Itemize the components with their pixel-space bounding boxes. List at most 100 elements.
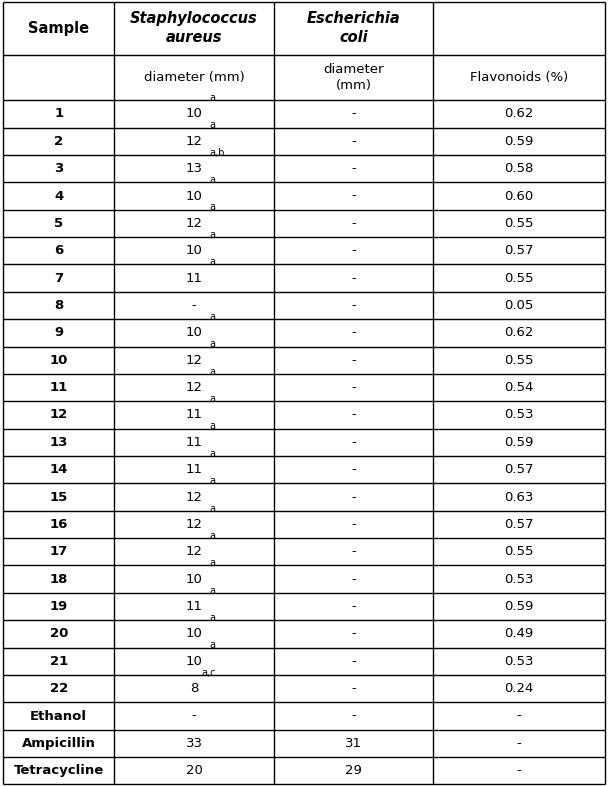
Text: 0.05: 0.05 [505, 299, 534, 312]
Text: -: - [351, 518, 356, 531]
Text: a: a [209, 257, 215, 267]
Text: -: - [351, 600, 356, 613]
Text: Flavonoids (%): Flavonoids (%) [470, 71, 568, 84]
Text: 12: 12 [50, 409, 68, 421]
Text: 11: 11 [185, 409, 202, 421]
Text: a,b: a,b [209, 148, 225, 158]
Text: 12: 12 [185, 518, 202, 531]
Text: Escherichia
coli: Escherichia coli [307, 11, 401, 45]
Text: a: a [209, 586, 215, 596]
Text: -: - [351, 162, 356, 175]
Text: a: a [209, 613, 215, 623]
Text: -: - [351, 272, 356, 285]
Text: -: - [351, 490, 356, 504]
Text: a: a [209, 93, 215, 103]
Text: 12: 12 [185, 134, 202, 148]
Text: 10: 10 [185, 189, 202, 203]
Text: 5: 5 [54, 217, 63, 230]
Text: -: - [517, 737, 522, 750]
Text: -: - [351, 326, 356, 340]
Text: 10: 10 [185, 573, 202, 586]
Text: 8: 8 [190, 682, 198, 695]
Text: 12: 12 [185, 381, 202, 394]
Text: 31: 31 [345, 737, 362, 750]
Text: 0.55: 0.55 [505, 354, 534, 367]
Text: -: - [351, 545, 356, 558]
Text: -: - [351, 108, 356, 120]
Text: 10: 10 [185, 244, 202, 257]
Text: Ampicillin: Ampicillin [22, 737, 95, 750]
Text: -: - [351, 189, 356, 203]
Text: -: - [517, 710, 522, 722]
Text: 13: 13 [185, 162, 202, 175]
Text: a: a [209, 476, 215, 487]
Text: 0.57: 0.57 [505, 244, 534, 257]
Text: 21: 21 [50, 655, 68, 668]
Text: 0.55: 0.55 [505, 272, 534, 285]
Text: -: - [351, 627, 356, 641]
Text: 0.49: 0.49 [505, 627, 534, 641]
Text: a,c: a,c [202, 668, 216, 678]
Text: -: - [351, 573, 356, 586]
Text: -: - [517, 764, 522, 777]
Text: 15: 15 [50, 490, 68, 504]
Text: 2: 2 [54, 134, 63, 148]
Text: 14: 14 [49, 463, 68, 476]
Text: 11: 11 [185, 463, 202, 476]
Text: 7: 7 [54, 272, 63, 285]
Text: 22: 22 [50, 682, 68, 695]
Text: 0.55: 0.55 [505, 217, 534, 230]
Text: 1: 1 [54, 108, 63, 120]
Text: 0.60: 0.60 [505, 189, 534, 203]
Text: 0.59: 0.59 [505, 435, 534, 449]
Text: Sample: Sample [28, 20, 89, 35]
Text: 10: 10 [185, 627, 202, 641]
Text: 0.62: 0.62 [505, 108, 534, 120]
Text: 0.24: 0.24 [505, 682, 534, 695]
Text: a: a [209, 504, 215, 513]
Text: a: a [209, 203, 215, 212]
Text: 0.53: 0.53 [505, 655, 534, 668]
Text: a: a [209, 531, 215, 541]
Text: 8: 8 [54, 299, 63, 312]
Text: 29: 29 [345, 764, 362, 777]
Text: Ethanol: Ethanol [30, 710, 87, 722]
Text: 12: 12 [185, 354, 202, 367]
Text: 12: 12 [185, 545, 202, 558]
Text: 11: 11 [185, 435, 202, 449]
Text: a: a [209, 394, 215, 404]
Text: -: - [192, 710, 196, 722]
Text: 20: 20 [185, 764, 202, 777]
Text: 11: 11 [185, 600, 202, 613]
Text: 11: 11 [50, 381, 68, 394]
Text: -: - [351, 299, 356, 312]
Text: 6: 6 [54, 244, 63, 257]
Text: 10: 10 [185, 326, 202, 340]
Text: 13: 13 [49, 435, 68, 449]
Text: a: a [209, 449, 215, 459]
Text: 12: 12 [185, 217, 202, 230]
Text: a: a [209, 120, 215, 130]
Text: a: a [209, 421, 215, 432]
Text: 10: 10 [49, 354, 68, 367]
Text: diameter
(mm): diameter (mm) [323, 63, 384, 92]
Text: 19: 19 [50, 600, 68, 613]
Text: 0.57: 0.57 [505, 518, 534, 531]
Text: 0.55: 0.55 [505, 545, 534, 558]
Text: -: - [351, 217, 356, 230]
Text: 0.59: 0.59 [505, 134, 534, 148]
Text: 0.53: 0.53 [505, 573, 534, 586]
Text: 4: 4 [54, 189, 63, 203]
Text: -: - [351, 655, 356, 668]
Text: diameter (mm): diameter (mm) [143, 71, 244, 84]
Text: Staphylococcus
aureus: Staphylococcus aureus [130, 11, 258, 45]
Text: -: - [351, 435, 356, 449]
Text: -: - [351, 354, 356, 367]
Text: a: a [209, 230, 215, 240]
Text: 0.58: 0.58 [505, 162, 534, 175]
Text: 10: 10 [185, 655, 202, 668]
Text: a: a [209, 175, 215, 185]
Text: 10: 10 [185, 108, 202, 120]
Text: -: - [351, 134, 356, 148]
Text: 0.57: 0.57 [505, 463, 534, 476]
